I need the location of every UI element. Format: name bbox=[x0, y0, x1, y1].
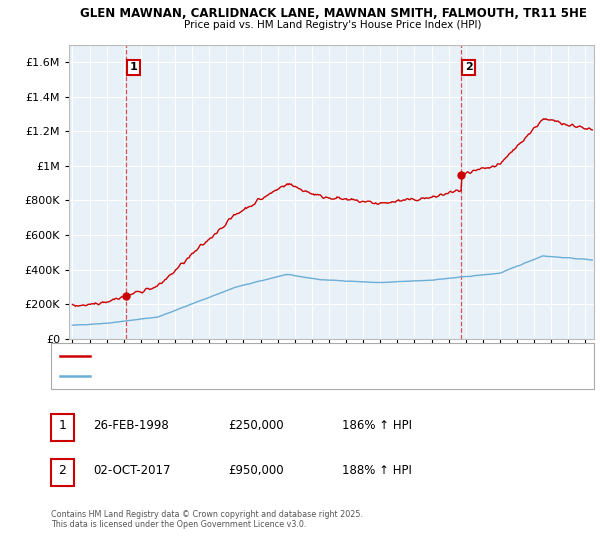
Text: GLEN MAWNAN, CARLIDNACK LANE, MAWNAN SMITH, FALMOUTH, TR11 5HE: GLEN MAWNAN, CARLIDNACK LANE, MAWNAN SMI… bbox=[80, 7, 586, 20]
Text: £950,000: £950,000 bbox=[228, 464, 284, 477]
Text: GLEN MAWNAN, CARLIDNACK LANE, MAWNAN SMITH, FALMOUTH, TR11 5HE (detached house): GLEN MAWNAN, CARLIDNACK LANE, MAWNAN SMI… bbox=[96, 352, 504, 361]
Text: Contains HM Land Registry data © Crown copyright and database right 2025.
This d: Contains HM Land Registry data © Crown c… bbox=[51, 510, 363, 529]
Text: 26-FEB-1998: 26-FEB-1998 bbox=[93, 419, 169, 432]
Text: 2: 2 bbox=[58, 464, 67, 477]
Text: 1: 1 bbox=[58, 419, 67, 432]
Text: 2: 2 bbox=[465, 63, 473, 72]
Text: 186% ↑ HPI: 186% ↑ HPI bbox=[342, 419, 412, 432]
Text: Price paid vs. HM Land Registry's House Price Index (HPI): Price paid vs. HM Land Registry's House … bbox=[184, 20, 482, 30]
Text: 188% ↑ HPI: 188% ↑ HPI bbox=[342, 464, 412, 477]
Text: 1: 1 bbox=[130, 63, 137, 72]
Text: £250,000: £250,000 bbox=[228, 419, 284, 432]
Text: HPI: Average price, detached house, Cornwall: HPI: Average price, detached house, Corn… bbox=[96, 372, 293, 381]
Text: 02-OCT-2017: 02-OCT-2017 bbox=[93, 464, 170, 477]
